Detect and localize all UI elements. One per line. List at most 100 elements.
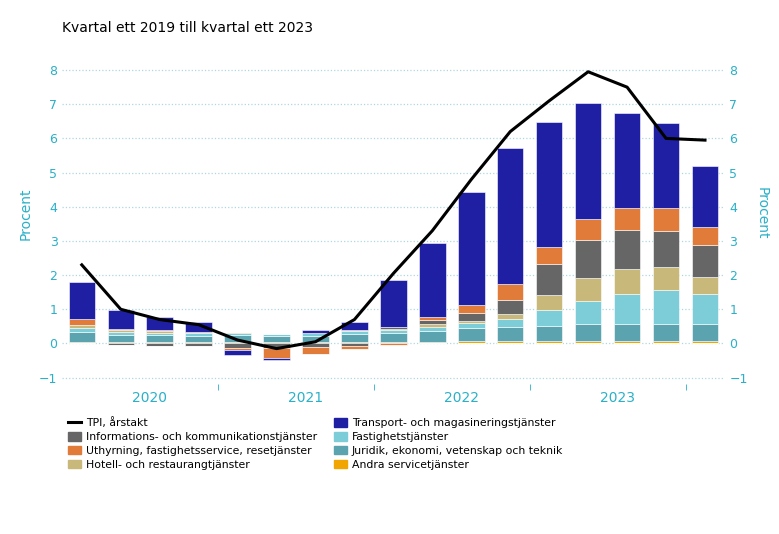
Bar [185, 342, 212, 343]
Bar [692, 277, 718, 294]
Bar [458, 313, 485, 320]
Bar [419, 317, 446, 320]
Bar [108, 342, 134, 343]
Bar [614, 341, 640, 343]
Legend: TPI, årstakt, Informations- och kommunikationstjänster, Uthyrning, fastighetsser: TPI, årstakt, Informations- och kommunik… [68, 417, 563, 470]
Bar [341, 334, 368, 342]
Bar [302, 347, 329, 355]
Bar [536, 341, 562, 343]
Bar [614, 113, 640, 208]
Y-axis label: Procent: Procent [18, 187, 32, 240]
Bar [575, 301, 601, 324]
Bar [146, 342, 173, 343]
Bar [575, 103, 601, 219]
Bar [653, 341, 679, 343]
Bar [380, 343, 407, 345]
Bar [614, 269, 640, 294]
Bar [419, 242, 446, 317]
Bar [146, 335, 173, 342]
Bar [302, 343, 329, 347]
Bar [302, 333, 329, 335]
Bar [536, 122, 562, 247]
Text: Kvartal ett 2019 till kvartal ett 2023: Kvartal ett 2019 till kvartal ett 2023 [62, 21, 313, 35]
Bar [458, 328, 485, 341]
Y-axis label: Procent: Procent [755, 187, 769, 240]
Bar [69, 319, 95, 325]
Bar [692, 324, 718, 341]
Bar [692, 341, 718, 343]
Bar [263, 358, 290, 360]
Bar [263, 342, 290, 343]
Bar [692, 166, 718, 227]
Bar [146, 333, 173, 335]
Bar [419, 331, 446, 342]
Bar [575, 240, 601, 278]
Bar [108, 335, 134, 342]
Bar [302, 335, 329, 342]
Bar [341, 343, 368, 346]
Bar [458, 192, 485, 304]
Bar [497, 284, 523, 300]
Bar [536, 326, 562, 341]
Bar [536, 295, 562, 310]
Bar [653, 324, 679, 341]
Bar [692, 294, 718, 324]
Bar [536, 264, 562, 295]
Bar [575, 219, 601, 240]
Bar [69, 332, 95, 342]
Bar [575, 278, 601, 301]
Bar [341, 323, 368, 330]
Bar [224, 342, 251, 343]
Bar [185, 343, 212, 346]
Bar [224, 350, 251, 355]
Bar [185, 336, 212, 342]
Bar [146, 343, 173, 346]
Bar [224, 332, 251, 333]
Bar [108, 332, 134, 335]
Bar [536, 310, 562, 326]
Bar [108, 330, 134, 332]
Bar [263, 334, 290, 336]
Bar [653, 266, 679, 290]
Bar [653, 208, 679, 231]
Bar [458, 323, 485, 328]
Bar [69, 342, 95, 343]
Bar [302, 342, 329, 343]
Bar [419, 342, 446, 343]
Bar [224, 335, 251, 342]
Bar [419, 327, 446, 331]
Bar [458, 320, 485, 323]
Bar [692, 245, 718, 277]
Bar [69, 328, 95, 332]
Bar [108, 310, 134, 329]
Bar [653, 231, 679, 266]
Bar [497, 319, 523, 327]
Bar [185, 322, 212, 332]
Bar [341, 346, 368, 349]
Bar [380, 342, 407, 343]
Bar [497, 341, 523, 343]
Bar [653, 290, 679, 324]
Bar [146, 331, 173, 333]
Bar [108, 329, 134, 330]
Bar [497, 300, 523, 314]
Bar [614, 208, 640, 230]
Bar [380, 327, 407, 329]
Bar [69, 281, 95, 319]
Bar [380, 329, 407, 330]
Bar [146, 318, 173, 331]
Bar [575, 341, 601, 343]
Bar [185, 332, 212, 333]
Bar [497, 147, 523, 284]
Bar [263, 336, 290, 342]
Bar [497, 327, 523, 341]
Bar [575, 324, 601, 341]
Bar [419, 324, 446, 327]
Bar [185, 333, 212, 336]
Bar [497, 314, 523, 319]
Bar [263, 343, 290, 348]
Bar [419, 320, 446, 324]
Bar [263, 348, 290, 358]
Bar [458, 304, 485, 313]
Bar [380, 333, 407, 342]
